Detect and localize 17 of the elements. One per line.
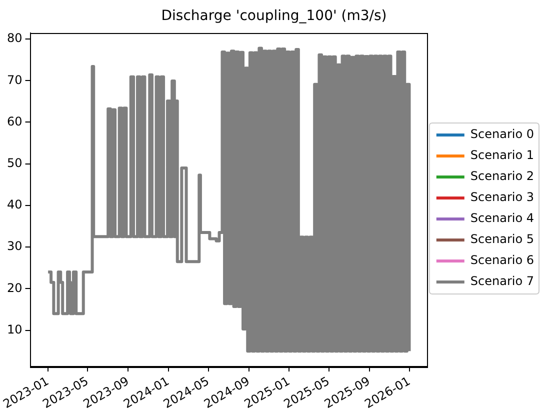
legend-label: Scenario 5	[470, 232, 534, 246]
legend-label: Scenario 1	[470, 148, 534, 162]
y-tick-label: 70	[6, 72, 22, 87]
y-tick-label: 50	[6, 156, 22, 170]
y-tick-label: 20	[6, 280, 22, 295]
y-tick-label: 10	[6, 322, 22, 336]
y-tick-label: 40	[6, 198, 22, 212]
legend-label: Scenario 4	[470, 211, 534, 226]
legend-label: Scenario 6	[470, 253, 534, 268]
legend-label: Scenario 7	[470, 274, 534, 288]
legend-label: Scenario 0	[470, 127, 534, 142]
chart-title: Discharge 'coupling_100' (m3/s)	[161, 8, 387, 24]
legend-label: Scenario 2	[470, 169, 534, 184]
y-tick-label: 30	[6, 239, 22, 254]
y-tick-label: 80	[6, 31, 22, 46]
y-tick-label: 60	[6, 114, 22, 128]
legend-label: Scenario 3	[470, 190, 534, 204]
